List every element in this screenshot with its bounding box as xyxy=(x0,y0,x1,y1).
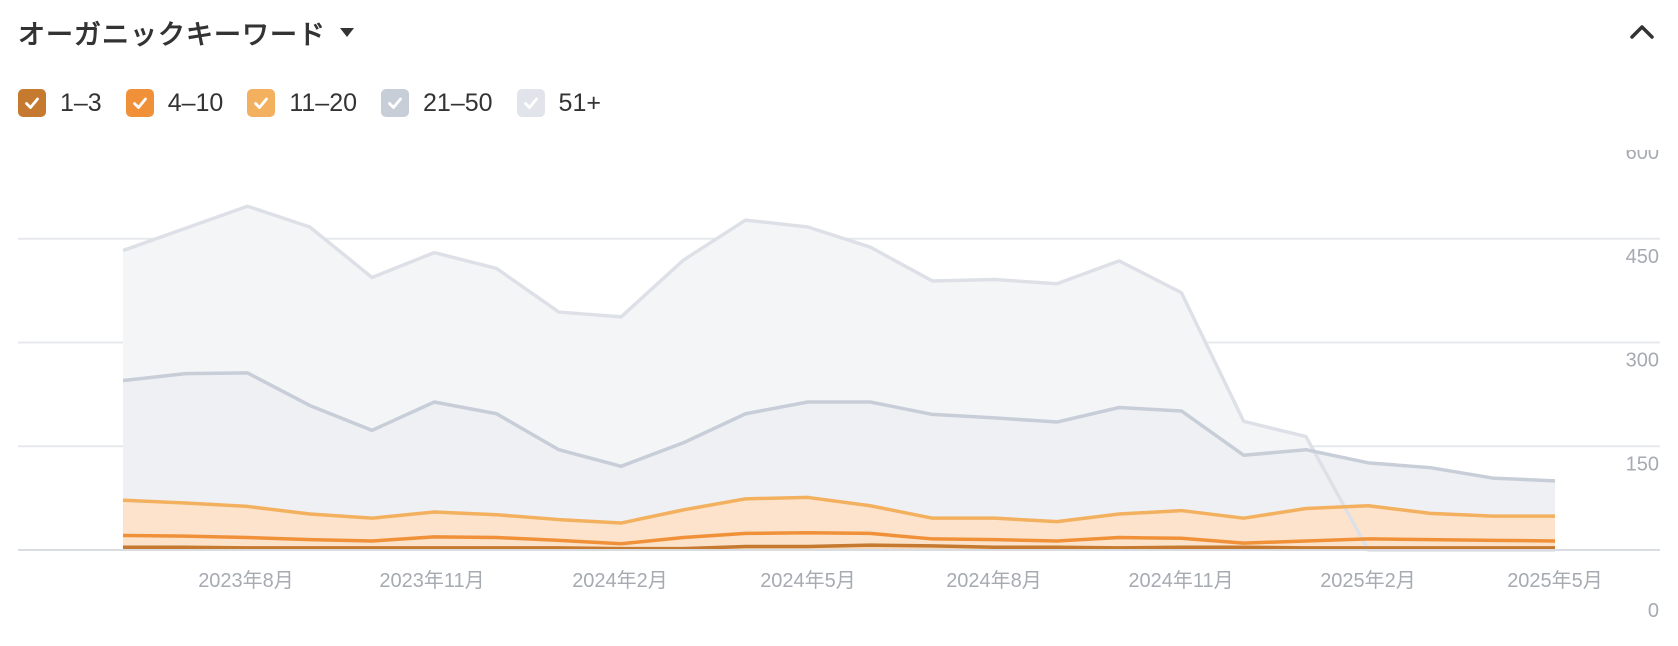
legend-item-51-plus[interactable]: 51+ xyxy=(516,88,601,118)
area-band-5 xyxy=(123,206,1555,550)
area-band-2 xyxy=(123,532,1555,549)
collapse-button[interactable] xyxy=(1624,14,1660,50)
x-tick-label: 2024年8月 xyxy=(946,569,1042,592)
legend-label: 21–50 xyxy=(423,88,493,117)
series-line-3 xyxy=(122,495,1555,525)
y-tick-label: 450 xyxy=(1626,246,1659,268)
series-line-2 xyxy=(122,530,1556,546)
chevron-up-icon xyxy=(1630,25,1654,39)
legend-label: 1–3 xyxy=(60,88,102,117)
x-tick-label: 2024年11月 xyxy=(1128,569,1233,592)
area-band-3 xyxy=(123,497,1555,544)
keywords-area-chart: 0 150 300 450 600 2023年8月 2023年11月 2024年2月 2024年… xyxy=(18,150,1660,622)
area-band-4 xyxy=(123,372,1555,524)
y-tick-label: 600 xyxy=(1626,150,1659,164)
x-tick-label: 2025年5月 xyxy=(1507,569,1603,592)
series-line-5 xyxy=(122,204,1555,552)
legend-label: 51+ xyxy=(558,88,601,117)
x-tick-label: 2023年11月 xyxy=(379,569,484,592)
y-tick-label: 150 xyxy=(1626,453,1659,475)
y-tick-label: 0 xyxy=(1648,600,1659,622)
checkbox-checked-icon[interactable] xyxy=(247,89,276,117)
card-title: オーガニックキーワード xyxy=(18,19,326,50)
checkbox-checked-icon[interactable] xyxy=(125,89,154,117)
legend-item-11-20[interactable]: 11–20 xyxy=(247,89,357,118)
x-tick-label: 2023年8月 xyxy=(198,569,294,592)
checkbox-checked-icon[interactable] xyxy=(18,89,46,117)
legend-item-21-50[interactable]: 21–50 xyxy=(381,89,493,118)
legend-label: 4–10 xyxy=(167,88,224,117)
x-tick-label: 2024年5月 xyxy=(760,569,856,592)
legend-item-4-10[interactable]: 4–10 xyxy=(125,88,224,118)
checkbox-checked-icon[interactable] xyxy=(516,89,545,117)
card-header: オーガニックキーワード xyxy=(18,8,1660,56)
x-tick-label: 2025年2月 xyxy=(1320,569,1416,592)
metric-dropdown[interactable]: オーガニックキーワード xyxy=(18,8,354,56)
legend-item-1-3[interactable]: 1–3 xyxy=(18,89,102,118)
caret-down-icon xyxy=(340,27,354,37)
series-line-1 xyxy=(123,543,1555,551)
x-tick-label: 2024年2月 xyxy=(572,569,668,592)
y-tick-label: 300 xyxy=(1626,350,1659,372)
legend: 1–3 4–10 11–20 21–50 51+ xyxy=(18,86,625,120)
legend-label: 11–20 xyxy=(289,88,358,117)
series-line-4 xyxy=(122,371,1556,483)
checkbox-checked-icon[interactable] xyxy=(381,89,410,117)
